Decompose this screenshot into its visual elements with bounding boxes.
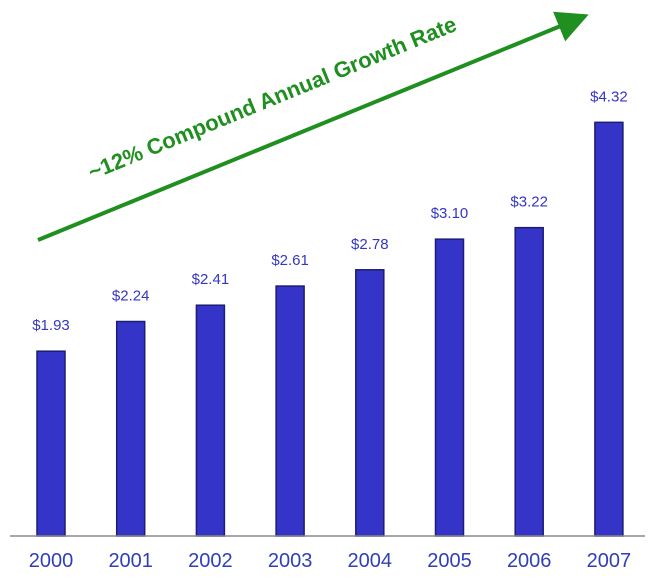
x-tick-label-2002: 2002 [188,550,233,572]
value-label-2003: $2.61 [271,252,309,269]
x-tick-label-2003: 2003 [268,550,313,572]
bar-2006 [514,226,544,537]
x-tick-label-2005: 2005 [427,550,472,572]
value-label-2001: $2.24 [112,288,150,305]
bar-2004 [355,269,385,537]
value-label-2000: $1.93 [32,317,70,334]
bar-2007 [594,121,624,537]
x-tick-labels-layer: 2000 2001 2002 2003 2004 2005 2006 2007 [29,550,631,572]
x-tick-label-2007: 2007 [587,550,632,572]
annotation-arrow-group: ~12% Compound Annual Growth Rate [37,11,589,242]
x-tick-label-2000: 2000 [29,550,74,572]
bar-2005 [434,238,465,537]
bar-2002 [195,304,226,537]
value-label-2005: $3.10 [431,205,469,222]
growth-arrow [37,11,589,242]
bar-2003 [275,285,305,537]
value-label-2007: $4.32 [590,88,628,105]
x-tick-label-2006: 2006 [507,550,552,572]
growth-rate-annotation: ~12% Compound Annual Growth Rate [84,11,460,184]
x-tick-label-2001: 2001 [108,550,153,572]
bars-layer [36,121,624,537]
x-tick-label-2004: 2004 [348,550,393,572]
bar-2000 [36,350,66,537]
value-label-2002: $2.41 [192,271,230,288]
value-label-2004: $2.78 [351,236,389,253]
value-label-2006: $3.22 [510,194,548,211]
bar-2001 [115,320,146,537]
value-labels-layer: $1.93 $2.24 $2.41 $2.61 $2.78 $3.10 $3.22 $4.32 [32,88,627,334]
